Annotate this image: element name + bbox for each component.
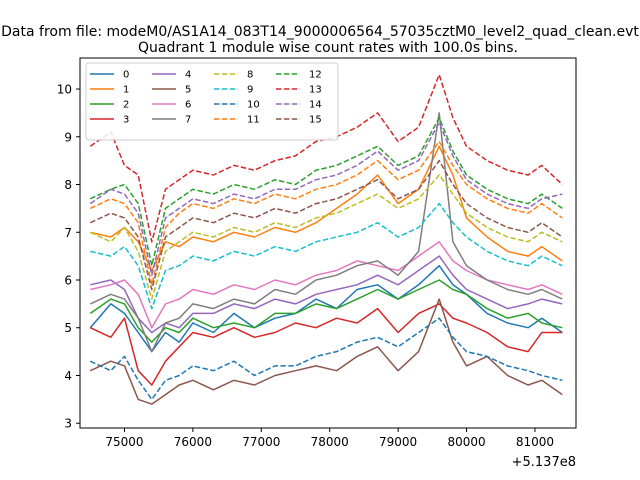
legend-label-5: 5 — [185, 85, 191, 96]
series-line-3 — [89, 303, 563, 386]
x-offset-label: +5.137e8 — [512, 455, 576, 470]
series-line-15 — [89, 159, 563, 291]
series-line-0 — [89, 264, 563, 353]
legend-label-12: 12 — [309, 70, 322, 81]
legend-label-2: 2 — [123, 100, 129, 111]
y-tick-label: 4 — [64, 369, 72, 383]
y-tick-label: 8 — [64, 178, 72, 192]
series-line-14 — [89, 121, 563, 276]
series-line-9 — [90, 202, 563, 310]
legend-label-8: 8 — [247, 70, 253, 81]
y-tick-label: 10 — [57, 83, 72, 97]
legend-label-3: 3 — [123, 115, 129, 126]
series-line-11 — [89, 140, 563, 286]
series-line-8 — [89, 174, 563, 300]
series-line-10 — [89, 317, 563, 401]
x-axis: 75000 76000 77000 78000 79000 80000 81000 — [105, 428, 554, 449]
series-line-1 — [90, 145, 563, 272]
x-tick-label: 81000 — [516, 435, 554, 449]
legend-label-14: 14 — [309, 100, 322, 111]
legend-label-0: 0 — [123, 70, 129, 81]
x-tick-label: 77000 — [242, 435, 280, 449]
series-line-12 — [89, 116, 563, 267]
legend-label-1: 1 — [123, 85, 129, 96]
legend-label-9: 9 — [247, 85, 253, 96]
legend-label-6: 6 — [185, 100, 191, 111]
x-tick-label: 79000 — [379, 435, 417, 449]
figure-suptitle: Data from file: modeM0/AS1A14_083T14_900… — [1, 24, 639, 40]
series-line-4 — [90, 255, 563, 334]
x-tick-label: 76000 — [174, 435, 212, 449]
legend-frame — [85, 62, 339, 141]
legend-label-10: 10 — [247, 100, 260, 111]
series-line-13 — [89, 73, 563, 243]
plot-frame — [79, 57, 577, 429]
legend-label-13: 13 — [309, 85, 322, 96]
series-line-6 — [90, 241, 563, 329]
y-axis: 3 4 5 6 7 8 9 10 — [57, 83, 80, 431]
series-line-7 — [89, 112, 563, 353]
legend-label-15: 15 — [309, 115, 322, 126]
series-layer — [89, 73, 563, 405]
series-line-2 — [89, 279, 563, 343]
series-line-5 — [89, 298, 563, 405]
x-tick-label: 78000 — [311, 435, 349, 449]
y-tick-label: 9 — [64, 130, 72, 144]
legend-label-11: 11 — [247, 115, 260, 126]
x-tick-label: 80000 — [447, 435, 485, 449]
y-tick-label: 7 — [64, 226, 72, 240]
legend-label-7: 7 — [185, 115, 191, 126]
y-tick-label: 6 — [64, 274, 72, 288]
chart-title: Quadrant 1 module wise count rates with … — [138, 40, 518, 56]
y-tick-label: 3 — [64, 417, 72, 431]
y-tick-label: 5 — [64, 321, 72, 335]
x-tick-label: 75000 — [105, 435, 143, 449]
legend-label-4: 4 — [185, 70, 191, 81]
